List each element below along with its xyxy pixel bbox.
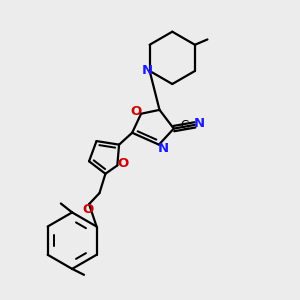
Text: O: O	[82, 203, 93, 216]
Text: N: N	[158, 142, 169, 155]
Text: O: O	[118, 157, 129, 169]
Text: N: N	[194, 117, 205, 130]
Text: C: C	[181, 119, 189, 132]
Text: O: O	[130, 105, 141, 118]
Text: N: N	[142, 64, 153, 77]
